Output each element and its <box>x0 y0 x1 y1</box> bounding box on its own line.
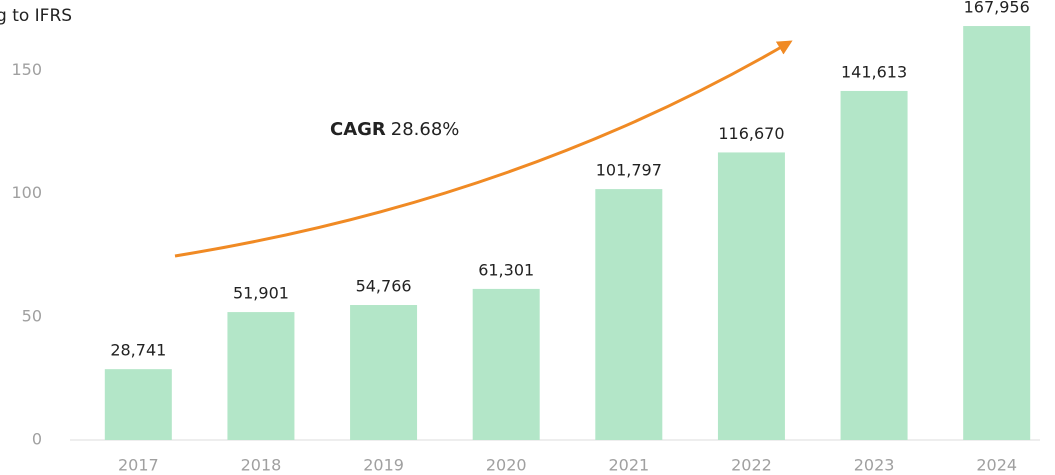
y-tick-label: 150 <box>11 60 42 79</box>
annotation-label: CAGR <box>330 119 386 140</box>
x-tick-label: 2019 <box>363 456 404 475</box>
x-tick-label: 2017 <box>118 456 159 475</box>
x-tick-label: 2018 <box>241 456 282 475</box>
x-tick-label: 2024 <box>976 456 1017 475</box>
bar <box>350 305 418 440</box>
cagr-arrow <box>174 40 793 258</box>
bar <box>717 152 785 441</box>
x-tick-label: 2020 <box>486 456 527 475</box>
value-label: 54,766 <box>356 277 412 296</box>
bar <box>472 288 540 440</box>
value-label: 167,956 <box>964 0 1030 17</box>
annotation-value: 28.68% <box>391 119 460 140</box>
annotation: CAGR 28.68% <box>330 119 459 140</box>
x-tick-label: 2022 <box>731 456 772 475</box>
bar <box>840 90 908 440</box>
value-label: 116,670 <box>718 124 784 143</box>
bar <box>595 189 663 440</box>
x-tick-label: 2021 <box>608 456 649 475</box>
x-tick-label: 2023 <box>854 456 895 475</box>
bar <box>227 312 295 440</box>
value-label: 141,613 <box>841 62 907 81</box>
bar <box>963 26 1031 440</box>
value-label: 28,741 <box>110 341 166 360</box>
bar <box>104 369 172 440</box>
value-label: 61,301 <box>478 260 534 279</box>
chart-title: g to IFRS <box>0 6 72 26</box>
y-tick-label: 50 <box>22 306 42 325</box>
y-tick-label: 100 <box>11 183 42 202</box>
value-label: 101,797 <box>596 161 662 180</box>
value-label: 51,901 <box>233 284 289 303</box>
y-tick-label: 0 <box>32 430 42 449</box>
